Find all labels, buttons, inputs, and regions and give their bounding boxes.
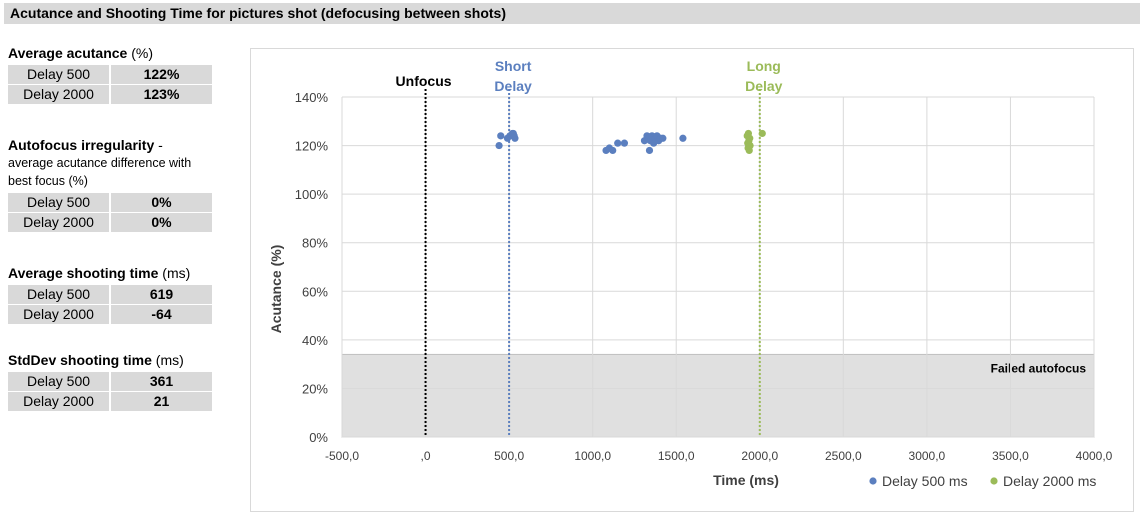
y-tick-label: 80% [302,236,328,251]
y-tick-label: 20% [302,381,328,396]
row-value: 122% [111,65,212,84]
data-point-delay-500 [509,129,517,138]
row-label: Delay 2000 [8,305,111,324]
x-tick-label: -500,0 [325,449,359,463]
legend-label: Delay 2000 ms [1003,473,1096,489]
row-value: 21 [111,392,212,411]
data-point-delay-2000 [746,141,754,150]
stat-heading-text: Average shooting time [8,265,159,281]
stat-heading: Average acutance (%) [8,44,218,62]
chart-frame: Failed autofocus 0% 20% 40% 60% 80% 100% 120% 14… [250,48,1134,512]
x-tick-label: 4000,0 [1076,449,1113,463]
y-tick-label: 100% [295,187,329,202]
stat-table: Delay 500 619 Delay 2000 -64 [8,284,212,325]
table-row: Delay 500 619 [8,285,212,304]
data-point-delay-500 [497,132,505,140]
data-point-delay-2000 [758,129,766,138]
row-label: Delay 500 [8,193,111,212]
stat-table: Delay 500 361 Delay 2000 21 [8,371,212,412]
x-tick-label: 2000,0 [741,449,778,463]
stat-description: average acutance difference with best fo… [8,156,192,188]
scatter-chart: Failed autofocus 0% 20% 40% 60% 80% 100% 120% 14… [268,58,1113,489]
stat-heading: Average shooting time (ms) [8,264,218,282]
y-tick-label: 0% [309,430,328,445]
table-row: Delay 2000 0% [8,213,212,232]
stat-heading-text: Average acutance [8,45,128,61]
data-point-delay-500 [679,134,687,142]
stat-average-acutance: Average acutance (%) Delay 500 122% Delay… [8,44,218,105]
legend-marker [869,477,877,485]
stat-heading: Autofocus irregularity - [8,136,218,154]
data-point-delay-500 [614,139,622,147]
row-value: 619 [111,285,212,304]
stat-heading-unit: (ms) [162,265,191,281]
row-label: Delay 500 [8,372,111,391]
data-point-delay-500 [645,146,654,155]
x-tick-label: 500,0 [494,449,524,463]
legend-marker [990,477,998,485]
data-point-delay-500 [609,146,617,155]
failed-autofocus-region [341,353,1095,438]
reference-line-label: Unfocus [396,73,452,89]
legend-label: Delay 500 ms [882,473,968,489]
table-row: Delay 2000 21 [8,392,212,411]
stat-heading-unit: - [158,137,163,153]
row-label: Delay 500 [8,65,111,84]
table-row: Delay 500 0% [8,193,212,212]
failed-autofocus-label: Failed autofocus [991,361,1087,375]
row-label: Delay 2000 [8,213,111,232]
y-tick-label: 120% [295,139,329,154]
x-tick-label: 1500,0 [658,449,695,463]
page-title: Acutance and Shooting Time for pictures … [4,3,1140,24]
x-tick-label: 3000,0 [909,449,946,463]
table-row: Delay 500 361 [8,372,212,391]
stat-average-shooting-time: Average shooting time (ms) Delay 500 619 … [8,264,218,325]
row-value: 0% [111,193,212,212]
row-value: 0% [111,213,212,232]
row-label: Delay 2000 [8,85,111,104]
y-tick-label: 140% [295,90,329,105]
row-label: Delay 500 [8,285,111,304]
x-axis-label: Time (ms) [713,472,779,488]
data-point-delay-500 [495,141,503,150]
table-row: Delay 500 122% [8,65,212,84]
reference-line-label: Long Delay [745,58,783,94]
stat-heading-text: StdDev shooting time [8,352,152,368]
row-value: -64 [111,305,212,324]
x-tick-label: ,0 [421,449,431,463]
y-tick-label: 60% [302,284,328,299]
stat-heading-unit: (ms) [155,352,184,368]
stat-heading: StdDev shooting time (ms) [8,351,218,369]
stat-stddev-shooting-time: StdDev shooting time (ms) Delay 500 361 D… [8,351,218,412]
stat-table: Delay 500 0% Delay 2000 0% [8,192,212,233]
stat-table: Delay 500 122% Delay 2000 123% [8,64,212,105]
x-tick-label: 2500,0 [825,449,862,463]
data-point-delay-500 [620,139,629,147]
row-value: 123% [111,85,212,104]
stat-heading-unit: (%) [131,45,153,61]
stat-autofocus-irregularity: Autofocus irregularity - average acutanc… [8,136,218,233]
row-value: 361 [111,372,212,391]
data-point-delay-500 [659,134,667,142]
x-tick-label: 1000,0 [574,449,611,463]
y-tick-label: 40% [302,333,328,348]
reference-line-label: Short Delay [494,58,532,94]
data-point-delay-2000 [746,134,754,142]
row-label: Delay 2000 [8,392,111,411]
table-row: Delay 2000 123% [8,85,212,104]
table-row: Delay 2000 -64 [8,305,212,324]
x-tick-label: 3500,0 [992,449,1029,463]
stat-heading-text: Autofocus irregularity [8,137,155,153]
y-axis-label: Acutance (%) [268,245,284,334]
